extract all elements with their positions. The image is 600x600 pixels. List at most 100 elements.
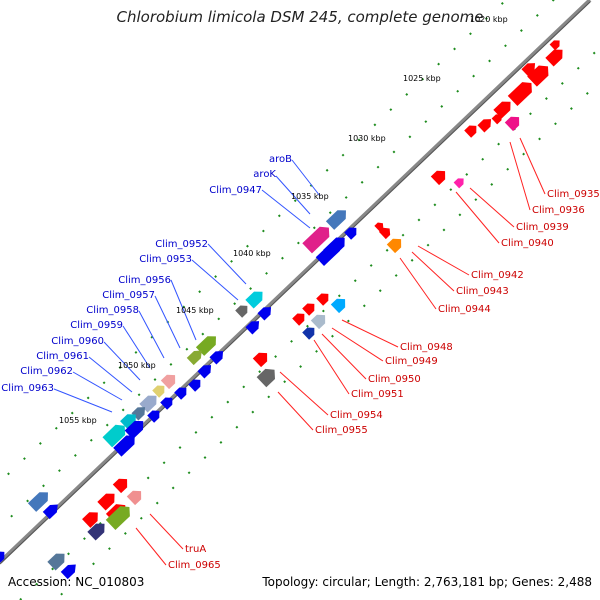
- tick-dot-outer: [341, 153, 345, 157]
- gene-label-clim-0958[interactable]: Clim_0958: [86, 305, 139, 316]
- gene-feature-top-25-shape: [27, 492, 48, 512]
- tick-dot-inner: [92, 562, 95, 566]
- tick-dot-outer: [118, 366, 122, 369]
- gene-label-clim-0935[interactable]: Clim_0935: [547, 189, 600, 200]
- gene-label-clim-0955[interactable]: Clim_0955: [315, 425, 368, 436]
- tick-dot-outer: [214, 275, 218, 278]
- tick-dot-inner: [490, 183, 494, 186]
- gene-feature-bottom-0: [545, 49, 563, 67]
- gene-feature-bottom-9-shape: [464, 125, 477, 138]
- tick-label-1030: 1030 kbp: [348, 134, 386, 143]
- gene-label-clim-0954[interactable]: Clim_0954: [330, 410, 383, 421]
- gene-feature-top-26-shape: [42, 504, 58, 520]
- gene-feature-bottom-8-shape: [504, 116, 520, 132]
- label-line-bottom-2: [469, 187, 515, 228]
- tick-dot-inner: [337, 294, 341, 298]
- gene-feature-top-19-shape: [124, 420, 144, 440]
- tick-dot-outer: [102, 381, 106, 385]
- gene-feature-bottom-20-shape: [302, 327, 315, 340]
- tick-dot-inner: [394, 274, 398, 277]
- gene-label-clim-0953[interactable]: Clim_0953: [139, 254, 192, 265]
- tick-label-1020: 1020 kbp: [470, 15, 508, 24]
- tick-dot-inner: [417, 218, 421, 222]
- tick-dot-inner: [544, 97, 548, 100]
- gene-feature-bottom-4: [521, 63, 536, 77]
- gene-label-clim-0961[interactable]: Clim_0961: [36, 351, 89, 362]
- tick-dot-outer: [472, 74, 476, 78]
- gene-feature-top-11: [209, 351, 224, 365]
- tick-dot-inner: [242, 385, 246, 389]
- gene-feature-top-19: [124, 420, 144, 440]
- tick-dot-inner: [178, 446, 182, 449]
- gene-label-clim-0957[interactable]: Clim_0957: [102, 290, 155, 301]
- tick-dot-outer: [198, 290, 202, 294]
- gene-label-clim-0939[interactable]: Clim_0939: [516, 222, 569, 233]
- tick-label-1055: 1055 kbp: [59, 416, 97, 425]
- gene-feature-top-26: [42, 504, 58, 520]
- gene-feature-bottom-18: [292, 313, 305, 326]
- tick-dot-inner: [449, 188, 453, 192]
- gene-label-clim-0951[interactable]: Clim_0951: [351, 389, 404, 400]
- gene-feature-bottom-13-shape: [386, 238, 402, 254]
- tick-dot-inner: [592, 51, 596, 55]
- gene-feature-top-3-shape: [344, 227, 357, 240]
- gene-feature-bottom-27: [105, 506, 130, 531]
- label-line-top-9: [103, 341, 141, 381]
- gene-feature-bottom-12: [378, 227, 391, 240]
- gene-feature-top-11-shape: [209, 351, 224, 365]
- gene-feature-top-23-shape: [174, 387, 187, 400]
- gene-label-truA[interactable]: truA: [185, 544, 206, 555]
- tick-dot-outer: [201, 332, 205, 336]
- gene-label-clim-0959[interactable]: Clim_0959: [70, 320, 123, 331]
- tick-dot-outer: [421, 77, 425, 81]
- tick-dot-inner: [560, 81, 564, 85]
- gene-label-clim-0936[interactable]: Clim_0936: [532, 205, 585, 216]
- label-line-bottom-11: [279, 371, 329, 416]
- gene-label-aroB[interactable]: aroB: [269, 154, 292, 165]
- gene-label-clim-0960[interactable]: Clim_0960: [51, 336, 104, 347]
- gene-feature-bottom-22-shape: [256, 368, 275, 388]
- gene-label-clim-0948[interactable]: Clim_0948: [400, 342, 453, 353]
- gene-feature-bottom-29: [87, 523, 105, 541]
- tick-dot-inner: [290, 339, 293, 343]
- tick-dot-inner: [187, 471, 191, 475]
- tick-dot-outer: [277, 214, 281, 218]
- gene-label-clim-0962[interactable]: Clim_0962: [20, 366, 73, 377]
- tick-dot-inner: [529, 112, 532, 116]
- label-line-top-7: [138, 310, 165, 359]
- gene-label-clim-0965[interactable]: Clim_0965: [168, 560, 221, 571]
- gene-label-clim-0952[interactable]: Clim_0952: [155, 239, 208, 250]
- tick-dot-inner: [410, 258, 414, 262]
- tick-dot-outer: [89, 438, 93, 442]
- gene-label-clim-0944[interactable]: Clim_0944: [438, 304, 491, 315]
- gene-feature-bottom-27-shape: [105, 506, 130, 531]
- gene-label-clim-0956[interactable]: Clim_0956: [118, 275, 171, 286]
- tick-dot-outer: [469, 32, 472, 36]
- tick-dot-outer: [373, 123, 377, 127]
- gene-feature-top-5: [245, 291, 263, 309]
- gene-label-clim-0943[interactable]: Clim_0943: [456, 286, 509, 297]
- gene-feature-bottom-25: [97, 493, 115, 511]
- label-line-bottom-13: [149, 513, 184, 550]
- gene-label-clim-0942[interactable]: Clim_0942: [471, 270, 524, 281]
- tick-dot-outer: [7, 472, 10, 476]
- tick-dot-inner: [258, 370, 262, 374]
- gene-label-clim-0947[interactable]: Clim_0947: [209, 185, 262, 196]
- gene-feature-bottom-2: [507, 82, 532, 107]
- gene-label-clim-0963[interactable]: Clim_0963: [1, 383, 54, 394]
- gene-feature-top-10: [186, 350, 202, 366]
- gene-label-clim-0949[interactable]: Clim_0949: [385, 356, 438, 367]
- gene-label-aroK[interactable]: aroK: [253, 169, 276, 180]
- gene-feature-top-0: [325, 210, 346, 230]
- gene-feature-top-12: [197, 365, 212, 379]
- tick-dot-outer: [86, 396, 90, 400]
- tick-dot-outer: [26, 499, 29, 503]
- tick-dot-inner: [331, 334, 334, 338]
- gene-label-clim-0940[interactable]: Clim_0940: [501, 238, 554, 249]
- tick-dot-inner: [315, 349, 318, 353]
- gene-feature-bottom-13: [386, 238, 402, 254]
- gene-label-clim-0950[interactable]: Clim_0950: [368, 374, 421, 385]
- gene-feature-bottom-28-shape: [82, 512, 98, 528]
- gene-feature-bottom-6-shape: [477, 119, 492, 133]
- gene-feature-top-28: [60, 564, 76, 580]
